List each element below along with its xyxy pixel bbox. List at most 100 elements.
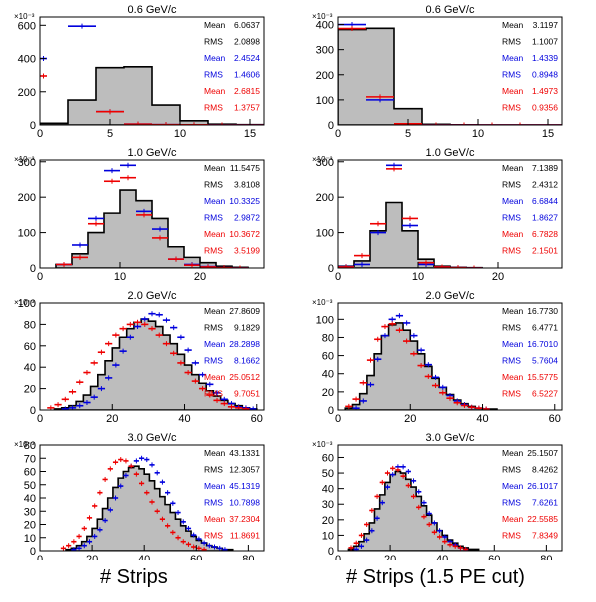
y-tick-label: 80 — [24, 319, 36, 331]
x-tick-label: 0 — [335, 413, 341, 425]
histogram-outline — [338, 201, 483, 268]
stats-label: Mean — [204, 481, 226, 491]
y-tick-label: 400 — [18, 54, 36, 66]
panel-title: 1.0 GeV/c — [426, 147, 475, 159]
stats-value: 7.8349 — [532, 531, 558, 541]
stats-value: 22.5585 — [527, 514, 558, 524]
stats-label: RMS — [204, 531, 223, 541]
stats-label: Mean — [204, 514, 226, 524]
plot-frame — [337, 159, 563, 269]
plot-area — [55, 162, 249, 268]
stats-value: 3.5199 — [234, 246, 260, 256]
y-tick-label: 50 — [322, 468, 334, 480]
plot-area — [344, 313, 498, 410]
stats-label: RMS — [204, 180, 223, 190]
y-multiplier: ×10⁻³ — [312, 440, 333, 449]
y-tick-label: 400 — [316, 20, 334, 32]
stats-value: 28.2898 — [229, 339, 260, 349]
x-tick-label: 5 — [405, 128, 411, 140]
stats-label: Mean — [502, 163, 524, 173]
histogram-outline — [40, 66, 264, 125]
y-tick-label: 80 — [24, 440, 36, 452]
stats-value: 11.8691 — [230, 531, 260, 541]
stats-value: 9.7051 — [234, 389, 260, 399]
stats-value: 11.5475 — [230, 163, 260, 173]
panel-title: 0.6 GeV/c — [426, 4, 475, 16]
y-tick-label: 50 — [24, 480, 36, 492]
y-tick-label: 40 — [322, 369, 334, 381]
stats-value: 1.4606 — [234, 70, 260, 80]
stats-label: RMS — [502, 213, 521, 223]
y-tick-label: 300 — [316, 157, 334, 169]
x-tick-label: 15 — [542, 128, 554, 140]
x-tick-label: 15 — [244, 128, 256, 140]
stats-label: RMS — [204, 389, 223, 399]
plot-area — [338, 22, 562, 125]
x-tick-label: 60 — [488, 554, 500, 560]
stats-label: RMS — [204, 37, 223, 47]
y-tick-label: 10 — [24, 533, 36, 545]
y-tick-label: 0 — [328, 546, 334, 558]
x-tick-label: 40 — [178, 413, 190, 425]
stats-value: 8.1662 — [234, 356, 260, 366]
y-tick-label: 40 — [322, 484, 334, 496]
y-tick-label: 200 — [18, 192, 36, 204]
histogram-outline — [53, 318, 258, 410]
stats-label: Mean — [502, 339, 524, 349]
x-tick-label: 10 — [174, 128, 186, 140]
stats-value: 26.1017 — [527, 481, 558, 491]
x-tick-label: 80 — [540, 554, 552, 560]
stats-label: Mean — [502, 514, 524, 524]
histogram-panel-8: 0 20 40 60 80 0 10 20 30 40 50 60 ×10⁻³ 3.0 GeV/c Mean… — [312, 432, 563, 560]
y-tick-label: 0 — [30, 405, 36, 417]
stats-value: 43.1331 — [229, 448, 260, 458]
y-tick-label: 300 — [18, 157, 36, 169]
panel-title: 3.0 GeV/c — [128, 432, 177, 444]
y-tick-label: 0 — [30, 546, 36, 558]
panel-title: 3.0 GeV/c — [426, 432, 475, 444]
stats-value: 2.9872 — [234, 213, 260, 223]
x-tick-label: 10 — [114, 271, 126, 283]
y-tick-label: 80 — [322, 332, 334, 344]
stats-value: 2.0898 — [234, 37, 260, 47]
y-tick-label: 0 — [328, 120, 334, 132]
stats-value: 1.3757 — [234, 103, 260, 113]
plot-area — [40, 23, 264, 125]
stats-value: 45.1319 — [229, 481, 260, 491]
y-tick-label: 60 — [24, 341, 36, 353]
stats-label: Mean — [204, 229, 226, 239]
x-tick-label: 40 — [476, 413, 488, 425]
y-tick-label: 40 — [24, 362, 36, 374]
stats-value: 7.1389 — [532, 163, 558, 173]
stats-value: 6.6844 — [532, 196, 558, 206]
y-tick-label: 200 — [316, 192, 334, 204]
stats-label: RMS — [502, 246, 521, 256]
x-tick-label: 0 — [335, 554, 341, 560]
stats-label: RMS — [502, 389, 521, 399]
y-tick-label: 20 — [24, 520, 36, 532]
stats-label: Mean — [502, 306, 524, 316]
stats-label: Mean — [502, 53, 524, 63]
stats-value: 12.3057 — [229, 465, 260, 475]
y-tick-label: 200 — [18, 87, 36, 99]
stats-value: 16.7730 — [527, 306, 558, 316]
y-tick-label: 0 — [328, 405, 334, 417]
stats-label: RMS — [502, 37, 521, 47]
x-tick-label: 20 — [404, 413, 416, 425]
plot-area — [338, 162, 483, 268]
stats-value: 8.4262 — [532, 465, 558, 475]
y-tick-label: 60 — [322, 452, 334, 464]
x-tick-label: 10 — [472, 128, 484, 140]
x-tick-label: 40 — [138, 554, 150, 560]
y-tick-label: 100 — [316, 314, 334, 326]
y-tick-label: 30 — [24, 506, 36, 518]
y-multiplier: ×10⁻³ — [14, 440, 35, 449]
plot-frame — [337, 444, 563, 552]
stats-label: Mean — [204, 339, 226, 349]
stats-label: RMS — [204, 356, 223, 366]
histogram-outline — [338, 27, 562, 125]
y-multiplier: ×10⁻³ — [14, 298, 35, 307]
stats-label: RMS — [204, 213, 223, 223]
stats-label: Mean — [204, 53, 226, 63]
